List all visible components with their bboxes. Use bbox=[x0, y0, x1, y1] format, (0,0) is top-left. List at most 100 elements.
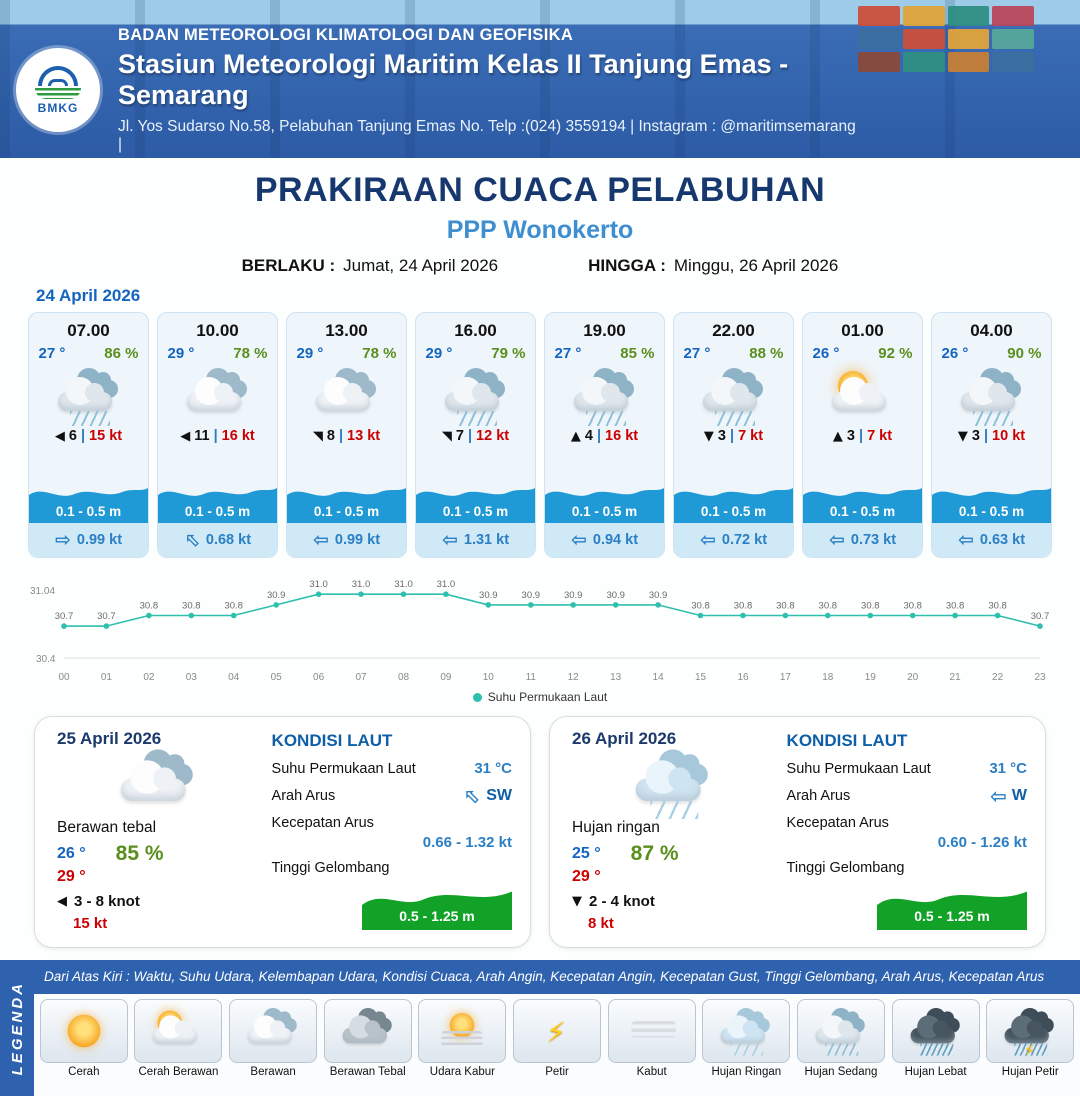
humidity-value: 78 % bbox=[362, 345, 397, 362]
cloud-front-icon bbox=[153, 1015, 198, 1044]
svg-text:30.7: 30.7 bbox=[1031, 611, 1050, 622]
svg-text:02: 02 bbox=[143, 672, 155, 683]
weather-icon: ⚡ bbox=[52, 368, 126, 426]
legend-sidebar: LEGENDA bbox=[0, 960, 34, 1096]
svg-text:30.4: 30.4 bbox=[36, 654, 56, 665]
humidity-value: 79 % bbox=[491, 345, 526, 362]
legend-note: Dari Atas Kiri : Waktu, Suhu Udara, Kele… bbox=[34, 960, 1080, 994]
sea-surface-temperature-chart: 31.04 30.4 30.7 00 30.7 01 30.8 02 30.8 03 30.8 04 3… bbox=[28, 570, 1052, 688]
legend-label: Kabut bbox=[636, 1066, 667, 1078]
page-title: PRAKIRAAN CUACA PELABUHAN bbox=[254, 171, 826, 209]
legend-item: ⚡ Udara Kabur bbox=[417, 999, 509, 1096]
current-speed-value: 0.66 - 1.32 kt bbox=[422, 834, 512, 851]
wave-height-box: 0.5 - 1.25 m bbox=[877, 880, 1027, 930]
wave-shape-icon bbox=[29, 488, 148, 523]
rain-drops-icon bbox=[972, 411, 1013, 426]
svg-text:30.9: 30.9 bbox=[649, 590, 668, 601]
sun-icon bbox=[67, 1014, 101, 1048]
daily-temp-max: 29 ° bbox=[57, 868, 86, 885]
current-speed: 0.73 kt bbox=[850, 532, 897, 548]
daily-wind-direction-icon: ◀ bbox=[57, 894, 67, 909]
wind-speed: 4 bbox=[584, 428, 593, 444]
lightning-icon: ⚡ bbox=[1024, 1041, 1035, 1059]
humidity-value: 86 % bbox=[104, 345, 139, 362]
forecast-time: 13.00 bbox=[325, 321, 368, 340]
wave-height-value: 0.1 - 0.5 m bbox=[571, 504, 638, 519]
wave-height-band: 0.1 - 0.5 m bbox=[29, 479, 148, 523]
rain-drops-icon bbox=[585, 411, 626, 426]
legend-label: Cerah bbox=[68, 1066, 100, 1078]
gust-speed: 7 kt bbox=[738, 428, 764, 444]
svg-text:30.9: 30.9 bbox=[267, 590, 286, 601]
legend-icon-box: ⚡ bbox=[891, 999, 980, 1063]
svg-text:30.7: 30.7 bbox=[97, 611, 116, 622]
daily-temp-max: 29 ° bbox=[572, 868, 601, 885]
weather-icon: ⚡ bbox=[697, 368, 771, 426]
wave-shape-icon bbox=[674, 488, 793, 523]
wind-direction-icon: ▼ bbox=[703, 428, 714, 444]
wind-row: ▼ 3 | 10 kt bbox=[958, 428, 1025, 444]
legend-label: Berawan Tebal bbox=[329, 1066, 406, 1078]
weather-icon: ⚡ bbox=[439, 368, 513, 426]
svg-text:12: 12 bbox=[568, 672, 580, 683]
svg-text:30.7: 30.7 bbox=[55, 611, 74, 622]
current-speed: 0.94 kt bbox=[592, 532, 639, 548]
legend-icon-box: ⚡ bbox=[607, 999, 696, 1063]
wind-direction-icon: ◥ bbox=[312, 428, 323, 444]
current-direction-label: Arah Arus bbox=[786, 788, 851, 804]
humidity-value: 85 % bbox=[620, 345, 655, 362]
separator: | bbox=[213, 428, 218, 444]
fog-icon bbox=[441, 1031, 483, 1048]
cloud-front-icon bbox=[831, 377, 886, 411]
fog-icon bbox=[631, 1021, 676, 1038]
wind-speed: 8 bbox=[326, 428, 335, 444]
cloud-front-icon bbox=[186, 377, 241, 411]
daily-wave-height: 0.5 - 1.25 m bbox=[399, 908, 475, 924]
legend-sidebar-title: LEGENDA bbox=[8, 980, 26, 1076]
daily-date: 25 April 2026 bbox=[57, 729, 162, 748]
gust-speed: 10 kt bbox=[992, 428, 1026, 444]
wave-height-value: 0.1 - 0.5 m bbox=[313, 504, 380, 519]
forecast-time: 19.00 bbox=[583, 321, 626, 340]
svg-text:30.8: 30.8 bbox=[946, 601, 965, 612]
wave-height-band: 0.1 - 0.5 m bbox=[416, 479, 535, 523]
cloud-front-icon bbox=[57, 377, 112, 411]
wind-row: ◥ 7 | 12 kt bbox=[442, 428, 509, 444]
weather-icon: ⚡ bbox=[826, 368, 900, 424]
legend-item: ⚡ Berawan bbox=[227, 999, 319, 1096]
wave-height-band: 0.1 - 0.5 m bbox=[932, 479, 1051, 523]
wave-height-box: 0.5 - 1.25 m bbox=[362, 880, 512, 930]
daily-forecast-card: 26 April 2026 ⚡ Hujan ringan 25 ° 87 % 2… bbox=[549, 716, 1046, 948]
separator: | bbox=[730, 428, 735, 444]
svg-text:09: 09 bbox=[440, 672, 452, 683]
wind-row: ◥ 8 | 13 kt bbox=[313, 428, 380, 444]
wave-height-value: 0.1 - 0.5 m bbox=[442, 504, 509, 519]
legend-weather-icon: ⚡ bbox=[621, 1008, 682, 1054]
legend-item: ⚡ Hujan Sedang bbox=[795, 999, 887, 1096]
svg-text:30.9: 30.9 bbox=[479, 590, 498, 601]
title-section: PRAKIRAAN CUACA PELABUHAN PPP Wonokerto … bbox=[0, 158, 1080, 276]
air-temperature: 26 ° bbox=[812, 345, 840, 362]
air-temperature: 29 ° bbox=[296, 345, 324, 362]
forecast-card: 10.00 29 ° 78 % ⚡ ◀ 11 | 16 kt 0.1 - 0.5… bbox=[157, 312, 278, 558]
svg-text:18: 18 bbox=[822, 672, 834, 683]
rain-drops-icon bbox=[825, 1043, 859, 1056]
daily-wind-range: 2 - 4 knot bbox=[589, 893, 655, 910]
wind-direction-icon: ▼ bbox=[957, 428, 968, 444]
current-speed: 0.68 kt bbox=[205, 532, 252, 548]
svg-text:20: 20 bbox=[907, 672, 919, 683]
forecast-time: 10.00 bbox=[196, 321, 239, 340]
svg-text:30.8: 30.8 bbox=[819, 601, 838, 612]
wind-direction-icon: ◀ bbox=[54, 428, 65, 444]
daily-wind-direction-icon: ▼ bbox=[572, 894, 582, 909]
svg-text:30.8: 30.8 bbox=[691, 601, 710, 612]
wind-row: ▼ 3 | 7 kt bbox=[704, 428, 763, 444]
forecast-card: 04.00 26 ° 90 % ⚡ ▼ 3 | 10 kt 0.1 - 0.5 … bbox=[931, 312, 1052, 558]
separator: | bbox=[983, 428, 989, 444]
svg-text:07: 07 bbox=[355, 672, 367, 683]
valid-from-date: Jumat, 24 April 2026 bbox=[343, 256, 499, 275]
svg-text:04: 04 bbox=[228, 672, 240, 683]
forecast-card: 13.00 29 ° 78 % ⚡ ◥ 8 | 13 kt 0.1 - 0.5 … bbox=[286, 312, 407, 558]
legend-label: Berawan bbox=[250, 1066, 296, 1078]
cloud-front-icon bbox=[247, 1015, 292, 1044]
